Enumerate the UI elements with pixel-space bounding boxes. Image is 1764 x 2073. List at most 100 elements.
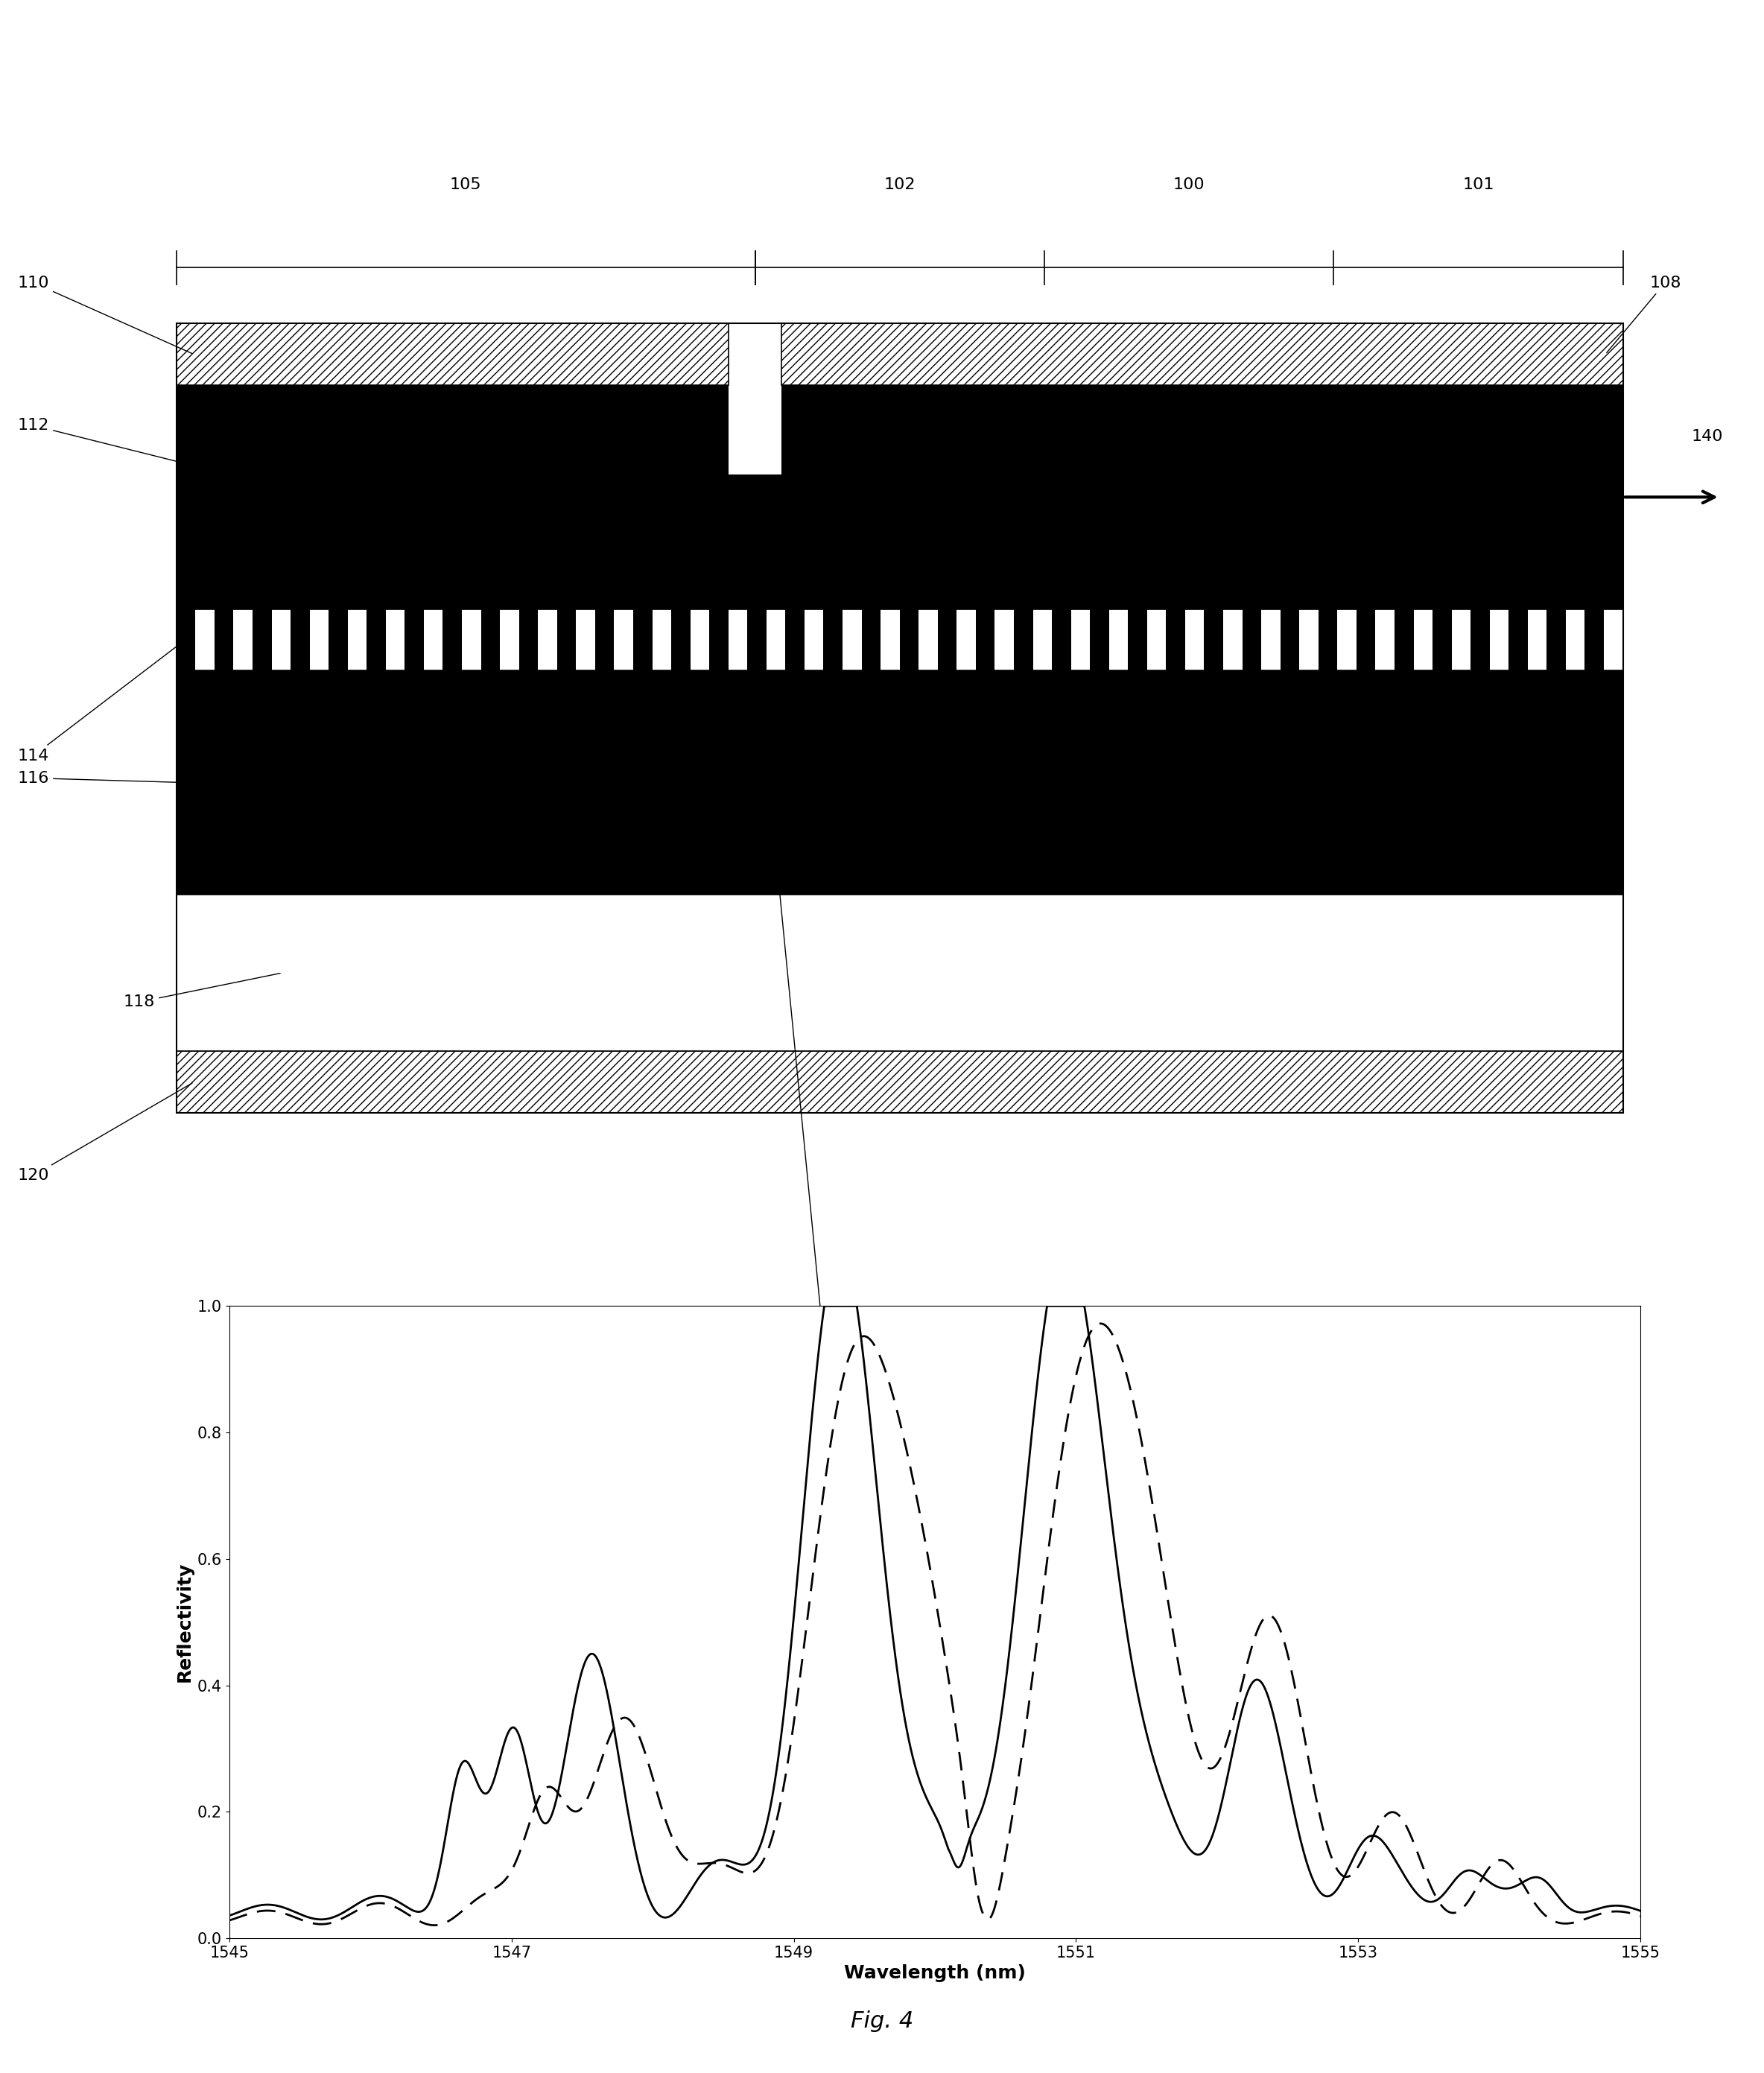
Bar xyxy=(577,609,594,672)
Text: 101: 101 xyxy=(1462,178,1494,193)
a = 0 xyxy=(1630,1899,1651,1924)
Bar xyxy=(1071,609,1090,672)
Bar xyxy=(975,609,995,672)
Bar xyxy=(328,609,348,672)
Line: a = 0: a = 0 xyxy=(229,1306,1641,1920)
Bar xyxy=(367,609,386,672)
Bar xyxy=(423,609,443,672)
Bar xyxy=(690,609,709,672)
Text: 118: 118 xyxy=(123,972,280,1010)
Bar xyxy=(709,609,729,672)
Text: 110: 110 xyxy=(18,276,192,354)
Bar xyxy=(843,609,861,672)
a = 500cm-1 xyxy=(1090,1310,1111,1335)
Bar xyxy=(1261,609,1281,672)
Bar xyxy=(1395,609,1413,672)
Bar xyxy=(1166,609,1185,672)
Bar xyxy=(1508,609,1528,672)
Bar xyxy=(1300,609,1318,672)
Bar xyxy=(880,609,900,672)
a = 500cm-1 xyxy=(760,1828,781,1853)
Text: 120: 120 xyxy=(18,1082,192,1184)
a = 500cm-1 xyxy=(1452,1897,1473,1922)
Bar xyxy=(785,609,804,672)
Bar xyxy=(1547,609,1566,672)
Bar xyxy=(1147,609,1166,672)
Bar xyxy=(1603,609,1623,672)
Bar xyxy=(1051,609,1071,672)
Bar xyxy=(1357,609,1376,672)
a = 500cm-1 xyxy=(423,1913,445,1938)
Bar xyxy=(672,609,690,672)
Text: 102: 102 xyxy=(884,178,916,193)
Bar xyxy=(176,1051,1623,1113)
Text: 130: 130 xyxy=(755,643,840,1352)
Bar xyxy=(291,609,310,672)
a = 500cm-1 xyxy=(379,1893,400,1918)
Bar xyxy=(1584,609,1603,672)
Bar xyxy=(653,609,672,672)
Bar xyxy=(956,609,975,672)
Bar xyxy=(1205,609,1222,672)
Text: 140: 140 xyxy=(1692,429,1723,444)
Bar xyxy=(1413,609,1432,672)
Text: 105: 105 xyxy=(450,178,482,193)
Bar xyxy=(594,609,614,672)
a = 500cm-1 xyxy=(822,1422,843,1447)
Bar xyxy=(1566,609,1584,672)
a = 500cm-1 xyxy=(219,1907,240,1932)
a = 500cm-1 xyxy=(1603,1899,1625,1924)
X-axis label: Wavelength (nm): Wavelength (nm) xyxy=(845,1965,1025,1982)
Bar xyxy=(233,609,252,672)
Bar xyxy=(310,609,328,672)
Bar xyxy=(272,609,291,672)
Bar xyxy=(176,896,1623,1051)
Bar xyxy=(633,609,653,672)
Bar xyxy=(995,609,1014,672)
Bar xyxy=(1222,609,1242,672)
Bar xyxy=(1014,609,1034,672)
Bar xyxy=(557,609,577,672)
Bar xyxy=(861,609,880,672)
Bar xyxy=(804,609,824,672)
Bar xyxy=(1376,609,1395,672)
Bar xyxy=(1110,609,1127,672)
Bar xyxy=(1471,609,1489,672)
Bar xyxy=(482,609,499,672)
Bar xyxy=(938,609,956,672)
a = 500cm-1 xyxy=(464,1889,485,1913)
Bar xyxy=(538,609,557,672)
Bar xyxy=(729,386,781,475)
Bar xyxy=(386,609,404,672)
Bar xyxy=(176,386,1623,609)
Bar xyxy=(1090,609,1110,672)
Bar xyxy=(824,609,843,672)
a = 0 xyxy=(1603,1893,1625,1918)
Bar xyxy=(766,609,785,672)
Bar xyxy=(348,609,367,672)
Bar xyxy=(1452,609,1471,672)
Bar xyxy=(1185,609,1205,672)
Bar xyxy=(176,609,1623,672)
Bar xyxy=(176,323,729,386)
Text: Fig. 3: Fig. 3 xyxy=(850,1410,914,1430)
Bar xyxy=(404,609,423,672)
Bar xyxy=(900,609,919,672)
a = 0 xyxy=(379,1886,400,1911)
Line: a = 500cm-1: a = 500cm-1 xyxy=(229,1323,1641,1926)
a = 500cm-1 xyxy=(1630,1903,1651,1928)
a = 0 xyxy=(464,1764,485,1789)
Bar xyxy=(462,609,482,672)
Text: 108: 108 xyxy=(1607,276,1681,352)
Bar xyxy=(748,609,766,672)
Text: 116: 116 xyxy=(18,771,183,786)
Text: Fig. 4: Fig. 4 xyxy=(850,2011,914,2032)
Bar xyxy=(1337,609,1357,672)
Bar xyxy=(176,672,1623,896)
Bar xyxy=(215,609,233,672)
Bar xyxy=(1528,609,1547,672)
Bar xyxy=(1432,609,1452,672)
Bar xyxy=(1034,609,1051,672)
a = 0 xyxy=(1452,1862,1473,1886)
Text: 100: 100 xyxy=(1173,178,1205,193)
